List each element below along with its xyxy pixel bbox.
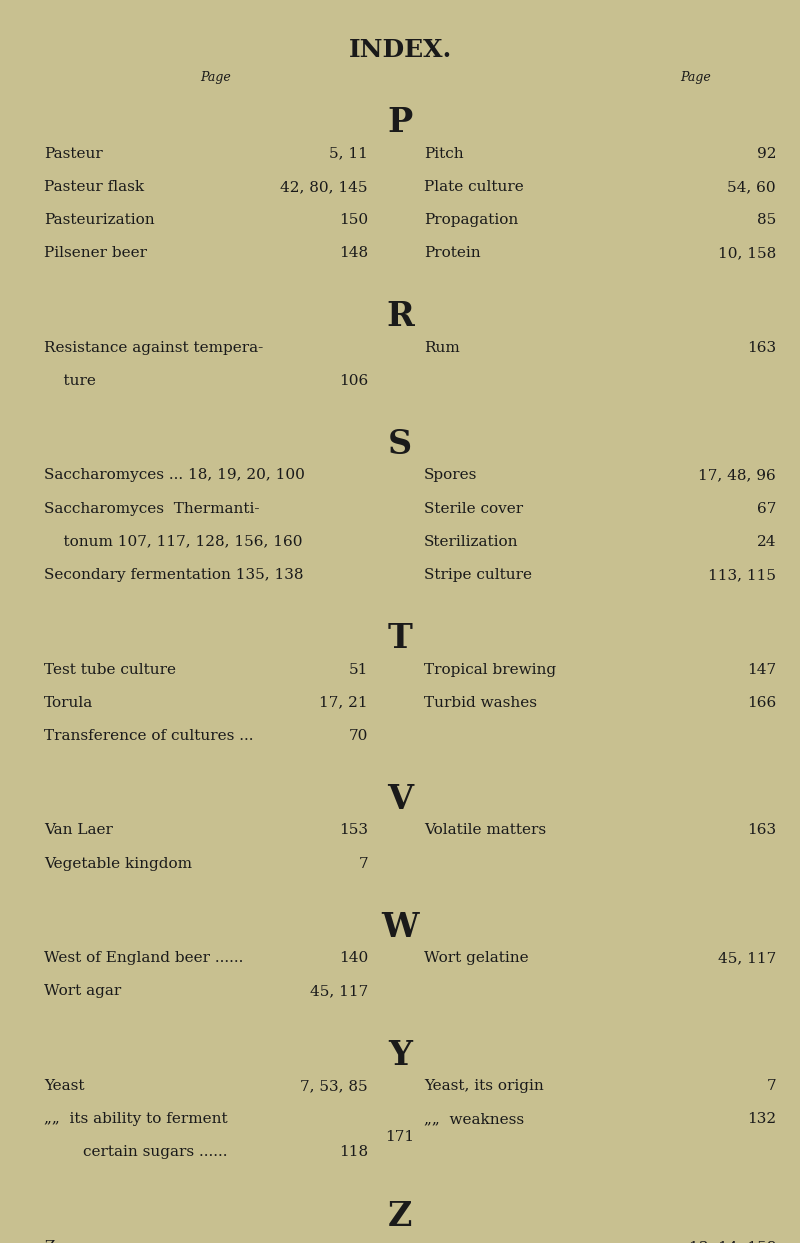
Text: W: W xyxy=(382,911,418,943)
Text: 7: 7 xyxy=(766,1079,776,1093)
Text: Yeast: Yeast xyxy=(44,1079,85,1093)
Text: 45, 117: 45, 117 xyxy=(718,951,776,965)
Text: 13, 14, 158: 13, 14, 158 xyxy=(689,1239,776,1243)
Text: Pasteur: Pasteur xyxy=(44,147,102,160)
Text: 150: 150 xyxy=(339,213,368,227)
Text: 166: 166 xyxy=(746,696,776,710)
Text: „„  weakness: „„ weakness xyxy=(424,1112,524,1126)
Text: 17, 48, 96: 17, 48, 96 xyxy=(698,469,776,482)
Text: Y: Y xyxy=(388,1039,412,1071)
Text: 171: 171 xyxy=(386,1130,414,1144)
Text: 51: 51 xyxy=(349,663,368,676)
Text: Rum: Rum xyxy=(424,341,460,354)
Text: 163: 163 xyxy=(747,823,776,838)
Text: Sterile cover: Sterile cover xyxy=(424,502,523,516)
Text: Torula: Torula xyxy=(44,696,94,710)
Text: Resistance against tempera-: Resistance against tempera- xyxy=(44,341,263,354)
Text: Propagation: Propagation xyxy=(424,213,518,227)
Text: 10, 158: 10, 158 xyxy=(718,246,776,260)
Text: ture: ture xyxy=(44,374,96,388)
Text: Pilsener beer: Pilsener beer xyxy=(44,246,147,260)
Text: certain sugars ......: certain sugars ...... xyxy=(44,1145,227,1160)
Text: Saccharomyces ... 18, 19, 20, 100: Saccharomyces ... 18, 19, 20, 100 xyxy=(44,469,305,482)
Text: 24: 24 xyxy=(757,534,776,548)
Text: Pasteurization: Pasteurization xyxy=(44,213,154,227)
Text: 70: 70 xyxy=(349,728,368,743)
Text: 17, 21: 17, 21 xyxy=(319,696,368,710)
Text: 5, 11: 5, 11 xyxy=(329,147,368,160)
Text: 92: 92 xyxy=(757,147,776,160)
Text: INDEX.: INDEX. xyxy=(348,37,452,62)
Text: Page: Page xyxy=(681,71,711,85)
Text: 163: 163 xyxy=(747,341,776,354)
Text: Stripe culture: Stripe culture xyxy=(424,568,532,582)
Text: 45, 117: 45, 117 xyxy=(310,984,368,998)
Text: „„  its ability to ferment: „„ its ability to ferment xyxy=(44,1112,228,1126)
Text: Pasteur flask: Pasteur flask xyxy=(44,180,144,194)
Text: Vegetable kingdom: Vegetable kingdom xyxy=(44,856,192,870)
Text: Tropical brewing: Tropical brewing xyxy=(424,663,556,676)
Text: tonum 107, 117, 128, 156, 160: tonum 107, 117, 128, 156, 160 xyxy=(44,534,302,548)
Text: 7: 7 xyxy=(358,856,368,870)
Text: Sterilization: Sterilization xyxy=(424,534,518,548)
Text: 132: 132 xyxy=(747,1112,776,1126)
Text: 140: 140 xyxy=(338,951,368,965)
Text: P: P xyxy=(387,107,413,139)
Text: 42, 80, 145: 42, 80, 145 xyxy=(281,180,368,194)
Text: Wort gelatine: Wort gelatine xyxy=(424,951,529,965)
Text: Pitch: Pitch xyxy=(424,147,464,160)
Text: West of England beer ......: West of England beer ...... xyxy=(44,951,243,965)
Text: Zymase: Zymase xyxy=(44,1239,103,1243)
Text: 106: 106 xyxy=(338,374,368,388)
Text: Saccharomyces  Thermanti-: Saccharomyces Thermanti- xyxy=(44,502,259,516)
Text: S: S xyxy=(388,429,412,461)
Text: 54, 60: 54, 60 xyxy=(727,180,776,194)
Text: 67: 67 xyxy=(757,502,776,516)
Text: Plate culture: Plate culture xyxy=(424,180,524,194)
Text: 85: 85 xyxy=(757,213,776,227)
Text: 147: 147 xyxy=(747,663,776,676)
Text: Protein: Protein xyxy=(424,246,481,260)
Text: Turbid washes: Turbid washes xyxy=(424,696,537,710)
Text: 7, 53, 85: 7, 53, 85 xyxy=(300,1079,368,1093)
Text: Secondary fermentation 135, 138: Secondary fermentation 135, 138 xyxy=(44,568,303,582)
Text: T: T xyxy=(387,623,413,655)
Text: Test tube culture: Test tube culture xyxy=(44,663,176,676)
Text: 148: 148 xyxy=(339,246,368,260)
Text: 153: 153 xyxy=(339,823,368,838)
Text: Spores: Spores xyxy=(424,469,478,482)
Text: 113, 115: 113, 115 xyxy=(708,568,776,582)
Text: 118: 118 xyxy=(339,1145,368,1160)
Text: R: R xyxy=(386,301,414,333)
Text: Z: Z xyxy=(388,1199,412,1233)
Text: V: V xyxy=(387,783,413,817)
Text: Page: Page xyxy=(201,71,231,85)
Text: Van Laer: Van Laer xyxy=(44,823,113,838)
Text: Wort agar: Wort agar xyxy=(44,984,122,998)
Text: Volatile matters: Volatile matters xyxy=(424,823,546,838)
Text: Transference of cultures ...: Transference of cultures ... xyxy=(44,728,254,743)
Text: Yeast, its origin: Yeast, its origin xyxy=(424,1079,544,1093)
